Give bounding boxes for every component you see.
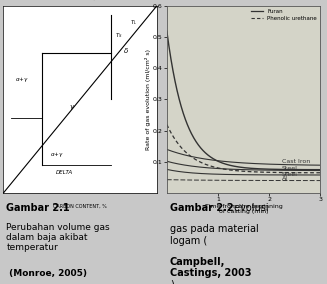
- Text: Steel: Steel: [282, 172, 298, 178]
- Text: TEMPERATURE, °C: TEMPERATURE, °C: [58, 0, 102, 1]
- Text: Gambar 2.2: Gambar 2.2: [170, 203, 233, 213]
- Text: $\gamma$: $\gamma$: [69, 103, 76, 112]
- Text: Campbell,
Castings, 2003: Campbell, Castings, 2003: [170, 257, 251, 278]
- Text: $\delta$: $\delta$: [123, 45, 129, 55]
- Text: ): ): [170, 280, 174, 284]
- Text: CARBON CONTENT, %: CARBON CONTENT, %: [53, 204, 107, 209]
- Text: Al: Al: [282, 176, 288, 181]
- X-axis label: Time from the beginning
of casting (min): Time from the beginning of casting (min): [205, 204, 283, 214]
- Legend: Furan, Phenolic urethane: Furan, Phenolic urethane: [249, 7, 319, 23]
- Text: $T_L$: $T_L$: [130, 18, 138, 27]
- Text: $\alpha$+$\gamma$: $\alpha$+$\gamma$: [15, 75, 28, 84]
- Text: (Monroe, 2005): (Monroe, 2005): [6, 269, 87, 278]
- Text: Cast Iron: Cast Iron: [282, 159, 310, 164]
- Text: $T_S$: $T_S$: [115, 32, 122, 40]
- Text: Perubahan volume gas
dalam baja akibat
temperatur: Perubahan volume gas dalam baja akibat t…: [6, 223, 110, 252]
- Y-axis label: Rate of gas evolution (ml/cm² s): Rate of gas evolution (ml/cm² s): [145, 49, 151, 150]
- Text: DELTA: DELTA: [56, 170, 73, 176]
- Text: Steel: Steel: [282, 166, 298, 171]
- Text: gas pada material
logam (: gas pada material logam (: [170, 224, 259, 246]
- Text: Gambar 2.1: Gambar 2.1: [6, 203, 70, 213]
- Text: $\alpha$+$\gamma$: $\alpha$+$\gamma$: [50, 150, 64, 159]
- Text: evolusi: evolusi: [231, 203, 269, 213]
